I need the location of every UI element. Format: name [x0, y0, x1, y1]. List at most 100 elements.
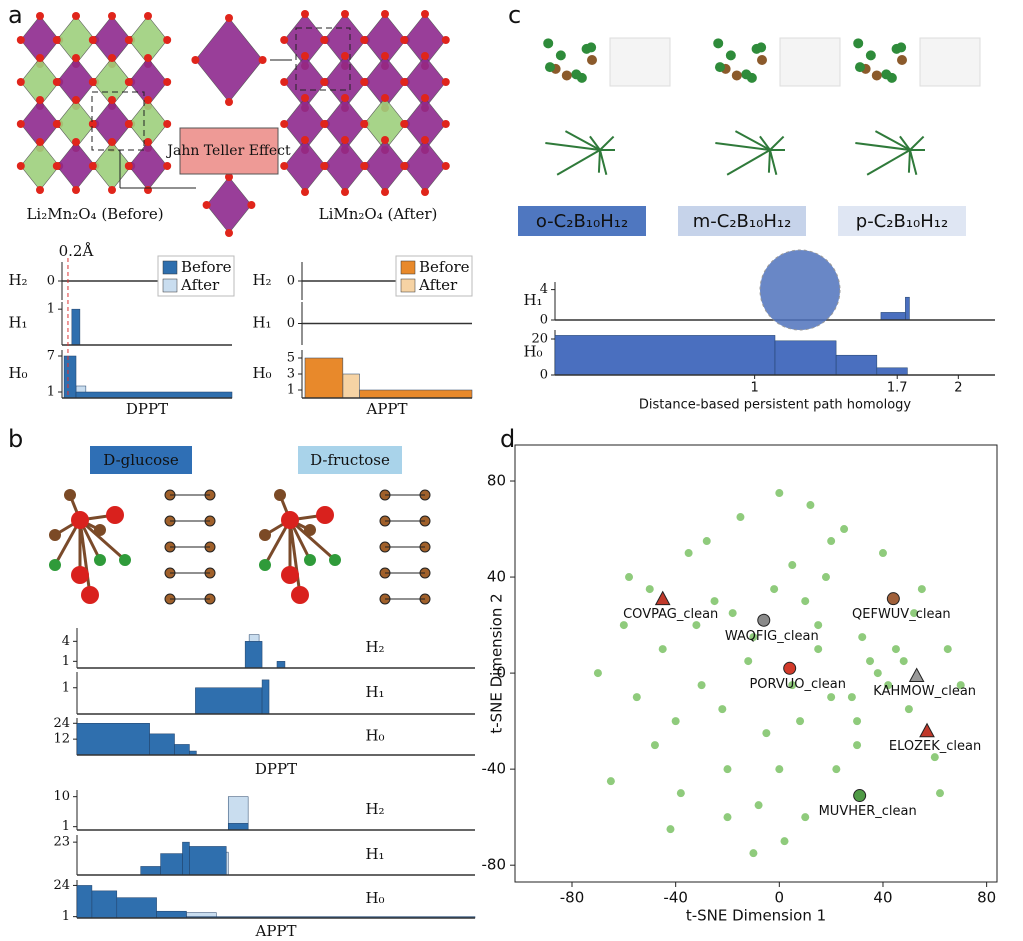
row-label: H₂ — [252, 271, 271, 289]
atom — [581, 43, 592, 54]
edge — [597, 149, 601, 173]
bar — [905, 296, 910, 321]
bar — [174, 744, 190, 756]
point — [650, 741, 659, 750]
atom — [259, 559, 271, 571]
point — [632, 693, 641, 702]
edge — [767, 149, 771, 173]
point — [775, 765, 784, 774]
effect-label: Jahn Teller Effect — [165, 143, 291, 159]
x-axis-label: Distance-based persistent path homology — [639, 398, 912, 413]
atom — [72, 12, 80, 20]
atom — [381, 136, 389, 144]
y-tick-label: 1 — [62, 680, 70, 695]
edge — [907, 149, 911, 173]
atom — [52, 78, 61, 86]
atom — [144, 96, 152, 104]
legend-swatch — [400, 278, 416, 293]
row-label: H₁ — [365, 845, 384, 863]
y-tick-label: 20 — [531, 332, 548, 347]
y-tick-label: 0 — [540, 313, 548, 328]
atom — [36, 96, 44, 104]
atom — [81, 586, 99, 604]
atom — [88, 36, 97, 44]
y-axis-label: t-SNE Dimension 2 — [488, 593, 506, 733]
atom — [341, 10, 349, 18]
atom — [320, 120, 329, 128]
y-tick-label: -40 — [482, 760, 507, 778]
point — [754, 801, 763, 810]
atom — [865, 50, 876, 61]
atom — [36, 138, 44, 146]
atom — [258, 56, 267, 64]
atom — [72, 186, 80, 194]
atom — [52, 36, 61, 44]
y-tick-label: 24 — [53, 878, 70, 893]
atom — [714, 62, 725, 73]
x-axis-label: APPT — [365, 400, 407, 418]
point-label: KAHMOW_clean — [873, 684, 976, 699]
atom — [421, 188, 429, 196]
atom — [281, 566, 299, 584]
atom — [301, 188, 309, 196]
panel-letter: a — [8, 1, 23, 29]
y-tick-label: 7 — [47, 349, 55, 364]
atom — [280, 36, 289, 44]
atom — [124, 78, 133, 86]
bar — [116, 897, 157, 919]
point — [645, 585, 654, 594]
atom — [320, 36, 329, 44]
point — [801, 597, 810, 606]
bar — [244, 641, 263, 669]
point — [702, 537, 711, 546]
point — [853, 741, 862, 750]
atom — [341, 188, 349, 196]
octahedron — [206, 176, 252, 234]
y-tick-label: 0 — [287, 316, 295, 331]
atom — [225, 98, 233, 106]
x-axis-label: DPPT — [126, 400, 168, 418]
atom — [421, 136, 429, 144]
label-box — [518, 206, 646, 236]
y-tick-label: 1 — [287, 383, 295, 398]
point — [847, 693, 856, 702]
y-tick-label: 1 — [62, 819, 70, 834]
point — [606, 777, 615, 786]
row-label: H₁ — [523, 291, 542, 309]
atom — [304, 554, 316, 566]
point — [780, 837, 789, 846]
highlight-point — [886, 592, 900, 606]
y-tick-label: 3 — [287, 367, 295, 382]
bar — [774, 340, 837, 376]
edge — [715, 142, 771, 151]
atom — [381, 94, 389, 102]
y-tick-label: 0 — [496, 664, 506, 682]
bar — [304, 357, 344, 399]
point — [723, 813, 732, 822]
zoom-box — [295, 27, 351, 91]
point — [658, 645, 667, 654]
y-tick-label: 12 — [53, 732, 70, 747]
octahedron — [323, 139, 367, 193]
point — [697, 681, 706, 690]
point — [684, 549, 693, 558]
bar — [76, 723, 150, 756]
effect-box — [179, 127, 279, 175]
atom — [441, 120, 450, 128]
atom — [280, 162, 289, 170]
x-tick-label: 0 — [775, 889, 785, 907]
y-tick-label: 0 — [540, 368, 548, 383]
atom — [725, 50, 736, 61]
atom — [360, 162, 369, 170]
legend-label: After — [180, 276, 220, 294]
frame — [609, 37, 671, 87]
atom — [52, 120, 61, 128]
highlight-point — [757, 613, 771, 627]
row-label: H₀ — [365, 889, 384, 907]
atom — [544, 62, 555, 73]
atom — [72, 138, 80, 146]
atom — [281, 511, 299, 529]
highlight-point — [783, 661, 797, 675]
y-tick-label: 10 — [53, 789, 70, 804]
atom — [259, 529, 271, 541]
